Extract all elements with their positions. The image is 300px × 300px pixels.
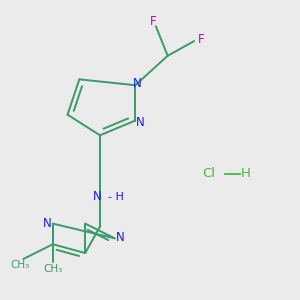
Text: CH₃: CH₃ [11, 260, 30, 270]
Text: Cl: Cl [202, 167, 215, 180]
Text: - H: - H [108, 191, 124, 202]
Text: F: F [150, 15, 156, 28]
Text: N: N [136, 116, 145, 128]
Text: F: F [198, 33, 205, 46]
Text: CH₃: CH₃ [43, 264, 62, 274]
Text: N: N [93, 190, 102, 203]
Text: N: N [132, 77, 141, 90]
Text: N: N [116, 231, 125, 244]
Text: H: H [241, 167, 250, 180]
Text: N: N [43, 217, 52, 230]
